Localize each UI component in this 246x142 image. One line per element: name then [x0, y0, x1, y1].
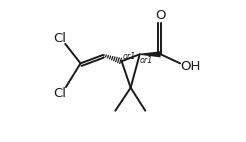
Text: or1: or1 [140, 56, 153, 65]
Polygon shape [140, 51, 161, 57]
Text: OH: OH [180, 60, 200, 73]
Text: O: O [155, 9, 166, 22]
Text: Cl: Cl [54, 87, 67, 101]
Text: Cl: Cl [53, 33, 66, 45]
Text: or1: or1 [123, 52, 136, 61]
